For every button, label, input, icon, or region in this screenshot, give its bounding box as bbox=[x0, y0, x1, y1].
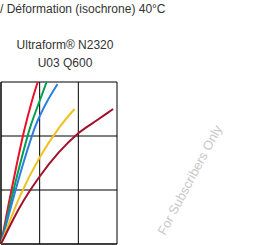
subtitle: U03 Q600 bbox=[38, 56, 93, 70]
y-grid-line bbox=[1, 190, 117, 191]
x-grid-line bbox=[1, 82, 2, 244]
series-line bbox=[1, 109, 113, 244]
x-grid-line bbox=[39, 82, 40, 244]
y-grid-line bbox=[1, 82, 117, 83]
chart: / Déformation (isochrone) 40°C Ultraform®… bbox=[0, 0, 259, 245]
y-axis-domain bbox=[1, 82, 2, 244]
x-axis-domain bbox=[1, 244, 117, 245]
lines bbox=[1, 82, 113, 244]
x-grid-line bbox=[78, 82, 79, 244]
title: / Déformation (isochrone) 40°C bbox=[0, 2, 166, 16]
y-grid-line bbox=[1, 244, 117, 245]
y-grid-line bbox=[1, 136, 117, 137]
grid bbox=[1, 82, 117, 244]
subtitle: Ultraform® N2320 bbox=[17, 38, 114, 52]
x-grid-line bbox=[117, 82, 118, 244]
watermark: For Subscribers Only bbox=[154, 122, 225, 237]
